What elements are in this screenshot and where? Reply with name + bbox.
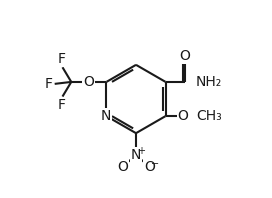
Text: −: −	[152, 159, 160, 169]
Text: F: F	[44, 77, 52, 91]
Text: CH₃: CH₃	[196, 109, 222, 123]
Text: +: +	[137, 146, 145, 156]
Text: N: N	[100, 109, 111, 123]
Text: N: N	[131, 148, 141, 162]
Text: NH₂: NH₂	[196, 75, 222, 89]
Text: O: O	[117, 160, 128, 174]
Text: O: O	[178, 109, 188, 123]
Text: O: O	[144, 160, 155, 174]
Text: F: F	[57, 98, 66, 111]
Text: O: O	[180, 49, 191, 63]
Text: O: O	[84, 75, 94, 89]
Text: F: F	[57, 52, 66, 66]
